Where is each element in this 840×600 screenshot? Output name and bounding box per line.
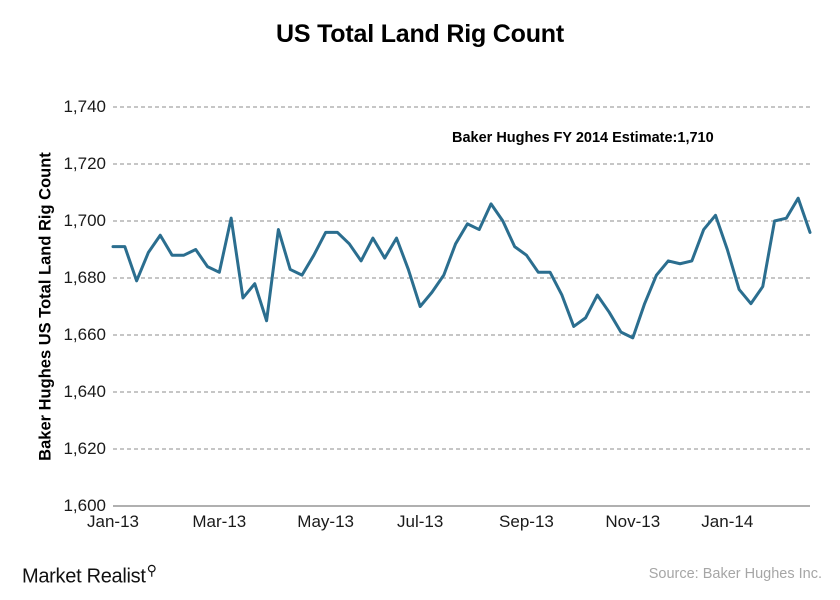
logo-text: Market Realist	[22, 565, 146, 588]
chart-annotation: Baker Hughes FY 2014 Estimate:1,710	[452, 130, 714, 146]
magnifier-icon: ⚲	[146, 562, 157, 578]
x-tick-label: Jan-14	[701, 512, 754, 531]
y-tick-label: 1,740	[63, 97, 106, 116]
source-note: Source: Baker Hughes Inc.	[648, 566, 822, 582]
x-tick-label: Jan-13	[87, 512, 139, 531]
y-tick-label: 1,720	[63, 154, 106, 173]
page-title: US Total Land Rig Count	[276, 20, 564, 48]
x-tick-label: Nov-13	[605, 512, 661, 531]
y-tick-label: 1,680	[63, 268, 106, 287]
y-tick-label: 1,620	[63, 439, 106, 458]
series-polyline	[111, 196, 812, 340]
y-tick-label: 1,660	[63, 325, 106, 344]
y-tick-label: 1,600	[63, 496, 106, 515]
y-tick-label: 1,700	[63, 211, 106, 230]
y-tick-label: 1,640	[63, 382, 106, 401]
market-realist-logo: Market Realist⚲	[22, 562, 157, 589]
x-tick-label: May-13	[297, 512, 354, 531]
y-axis-tick-labels: 1,740 1,720 1,700 1,680 1,660 1,640 1,620 1,600	[40, 0, 106, 600]
gridlines	[113, 106, 810, 507]
data-series-line	[111, 196, 812, 340]
x-tick-label: Sep-13	[499, 512, 554, 531]
x-tick-label: Mar-13	[192, 512, 247, 531]
x-tick-label: Jul-13	[396, 512, 444, 531]
